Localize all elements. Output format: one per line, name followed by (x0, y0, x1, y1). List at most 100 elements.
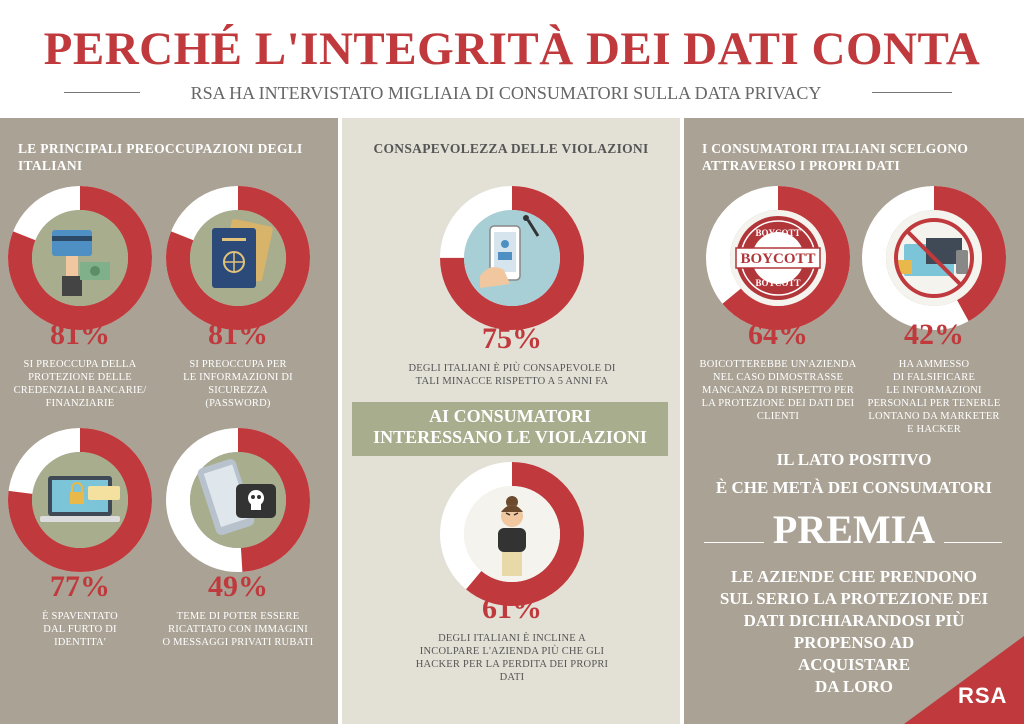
ring-chart-blackmail (166, 428, 310, 572)
caption-line: O MESSAGGI PRIVATI RUBATI (162, 637, 314, 648)
caption-line: PERSONALI PER TENERLE (867, 398, 1001, 409)
laptop-lock-icon (40, 476, 120, 522)
stamp-word: BOYCOTT (755, 228, 800, 238)
caption-line: LONTANO DA MARKETER (868, 411, 1000, 422)
stat-caption: SI PREOCCUPA DELLA PROTEZIONE DELLE CRED… (8, 358, 152, 410)
ring-chart-awareness (440, 186, 584, 330)
caption-line: DEGLI ITALIANI È INCLINE A (438, 633, 586, 644)
right-heading-line: I CONSUMATORI ITALIANI SCELGONO (702, 141, 969, 156)
banner-line: INTERESSANO LE VIOLAZIONI (373, 427, 647, 447)
ring-chart-blame (440, 462, 584, 606)
ring-fill-arc (8, 186, 152, 330)
stat-caption: SI PREOCCUPA PER LE INFORMAZIONI DI SICU… (166, 358, 310, 410)
closing-line: DA LORO (815, 677, 893, 696)
boycott-stamp-icon: BOYCOTT BOYCOTT BOYCOTT (735, 216, 821, 300)
premia-rule-left (704, 542, 764, 543)
closing-line: LE AZIENDE CHE PRENDONO (730, 567, 978, 586)
caption-line: TEME DI POTER ESSERE (176, 611, 300, 622)
stat-caption: TEME DI POTER ESSERE RICATTATO CON IMMAG… (150, 610, 326, 649)
closing-line: SUL SERIO LA PROTEZIONE DEI (719, 589, 989, 608)
caption-line: CREDENZIALI BANCARIE/ (13, 385, 147, 396)
caption-line: CLIENTI (756, 411, 800, 422)
caption-line: SICUREZZA (208, 385, 268, 396)
stat-caption: DEGLI ITALIANI È INCLINE A INCOLPARE L'A… (380, 632, 644, 684)
caption-line: INCOLPARE L'AZIENDA PIÙ CHE GLI (419, 646, 605, 657)
stat-percent: 81% (208, 318, 268, 351)
right-heading-line: ATTRAVERSO I PROPRI DATI (702, 158, 901, 173)
caption-line: FINANZIARIE (45, 398, 115, 409)
stat-percent: 81% (50, 318, 110, 351)
banner-text: AI CONSUMATORI INTERESSANO LE VIOLAZIONI (352, 406, 668, 448)
ring-fill-arc (862, 186, 1006, 330)
phone-skull-icon (197, 459, 276, 535)
stat-percent: 61% (482, 592, 542, 625)
phone-hacker-icon (480, 215, 540, 288)
ring-fill-arc (706, 186, 850, 330)
caption-line: DI FALSIFICARE (892, 372, 976, 383)
passport-icon (212, 219, 273, 288)
caption-line: IDENTITA' (54, 637, 106, 648)
caption-line: (PASSWORD) (205, 398, 271, 409)
caption-line: DATI (499, 672, 525, 683)
stamp-word: BOYCOTT (755, 278, 800, 288)
positive-line: È CHE METÀ DEI CONSUMATORI (715, 478, 993, 497)
stat-caption: HA AMMESSO DI FALSIFICARE LE INFORMAZION… (862, 358, 1006, 436)
ring-fill-arc (440, 462, 584, 606)
stat-caption: È SPAVENTATO DAL FURTO DI IDENTITA' (8, 610, 152, 649)
caption-line: DEGLI ITALIANI È PIÙ CONSAPEVOLE DI (408, 363, 616, 374)
caption-line: SI PREOCCUPA DELLA (23, 359, 137, 370)
ring-chart-boycott: BOYCOTT BOYCOTT BOYCOTT (706, 186, 850, 330)
ring-chart-credentials (8, 186, 152, 330)
premia-rule-right (944, 542, 1002, 543)
left-panel-heading: LE PRINCIPALI PREOCCUPAZIONI DEGLI ITALI… (18, 140, 330, 174)
credit-card-hand-icon (52, 230, 110, 296)
corner-accent (904, 636, 1024, 724)
caption-line: LE INFORMAZIONI DI (183, 372, 293, 383)
caption-line: RICATTATO CON IMMAGINI (168, 624, 308, 635)
caption-line: LE INFORMAZIONI (886, 385, 982, 396)
angry-woman-icon (498, 496, 526, 576)
subtitle-rule-left (64, 92, 140, 93)
stat-percent: 64% (748, 318, 808, 351)
caption-line: HA AMMESSO (898, 359, 970, 370)
rsa-logo: RSA (958, 683, 1008, 708)
ring-chart-identity (8, 428, 152, 572)
left-heading-line: LE PRINCIPALI PREOCCUPAZIONI DEGLI (18, 141, 303, 156)
stat-percent: 49% (208, 570, 268, 603)
ring-fill-arc (440, 186, 584, 330)
caption-line: LA PROTEZIONE DEI DATI DEI (701, 398, 855, 409)
stat-percent: 75% (482, 322, 542, 355)
banner-line: AI CONSUMATORI (429, 406, 591, 426)
caption-line: DAL FURTO DI (43, 624, 117, 635)
ring-fill-arc (166, 186, 310, 330)
left-heading-line: ITALIANI (18, 158, 83, 173)
page-title: PERCHÉ L'INTEGRITÀ DEI DATI CONTA (43, 23, 981, 75)
banner-box (352, 402, 668, 456)
caption-line: BOICOTTEREBBE UN'AZIENDA (699, 359, 857, 370)
premia-word: PREMIA (772, 507, 936, 552)
subtitle-rule-right (872, 92, 952, 93)
ring-chart-falsify (862, 186, 1006, 330)
ring-fill-arc (8, 428, 152, 572)
caption-line: PROTEZIONE DELLE (28, 372, 132, 383)
ring-fill-arc (166, 428, 310, 572)
closing-line: DATI DICHIARANDOSI PIÙ (743, 611, 965, 630)
middle-panel-heading: CONSAPEVOLEZZA DELLE VIOLAZIONI (373, 141, 649, 156)
page-subtitle: RSA HA INTERVISTATO MIGLIAIA DI CONSUMAT… (190, 83, 822, 103)
caption-line: HACKER PER LA PERDITA DEI PROPRI (415, 659, 609, 670)
right-panel-heading: I CONSUMATORI ITALIANI SCELGONO ATTRAVER… (702, 140, 1014, 174)
stat-percent: 77% (50, 570, 110, 603)
closing-line: ACQUISTARE (797, 655, 911, 674)
caption-line: NEL CASO DIMOSTRASSE (712, 372, 844, 383)
caption-line: E HACKER (907, 424, 961, 435)
stat-caption: DEGLI ITALIANI È PIÙ CONSAPEVOLE DI TALI… (360, 362, 664, 388)
caption-line: È SPAVENTATO (42, 611, 118, 622)
positive-line: IL LATO POSITIVO (776, 450, 932, 469)
stat-percent: 42% (904, 318, 964, 351)
ring-chart-password (166, 186, 310, 330)
positive-text: IL LATO POSITIVO È CHE METÀ DEI CONSUMAT… (684, 446, 1024, 502)
caption-line: SI PREOCCUPA PER (189, 359, 287, 370)
no-marketing-icon (894, 218, 974, 298)
caption-line: TALI MINACCE RISPETTO A 5 ANNI FA (415, 376, 609, 387)
stamp-word: BOYCOTT (740, 251, 815, 267)
